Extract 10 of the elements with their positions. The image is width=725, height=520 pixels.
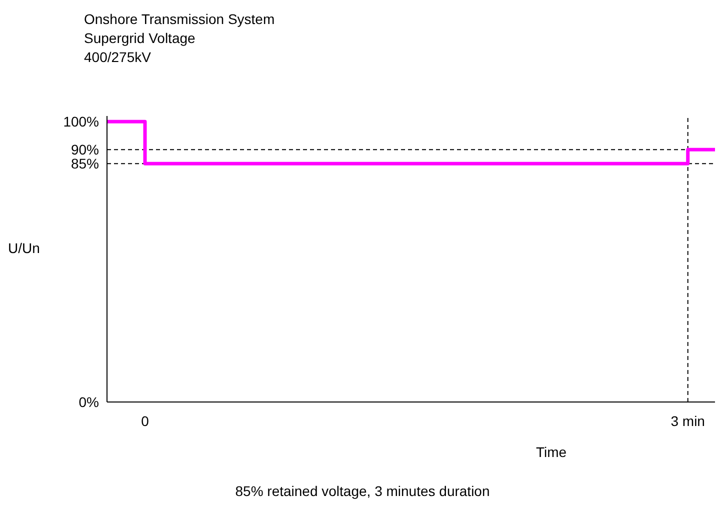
x-axis-title: Time (536, 444, 567, 460)
y-tick-label: 85% (70, 156, 99, 172)
chart-title: Onshore Transmission System Supergrid Voltage 400/275kV (84, 10, 275, 67)
x-tick-label: 0 (141, 412, 150, 429)
y-tick-label: 0% (78, 394, 99, 410)
y-tick-label: 90% (70, 142, 99, 158)
x-tick-label: 3 min (670, 412, 705, 429)
y-tick-label: 100% (63, 114, 99, 130)
text: 85% retained voltage, 3 minutes duration (234, 483, 491, 499)
y-axis-title: U/Un (8, 240, 40, 256)
